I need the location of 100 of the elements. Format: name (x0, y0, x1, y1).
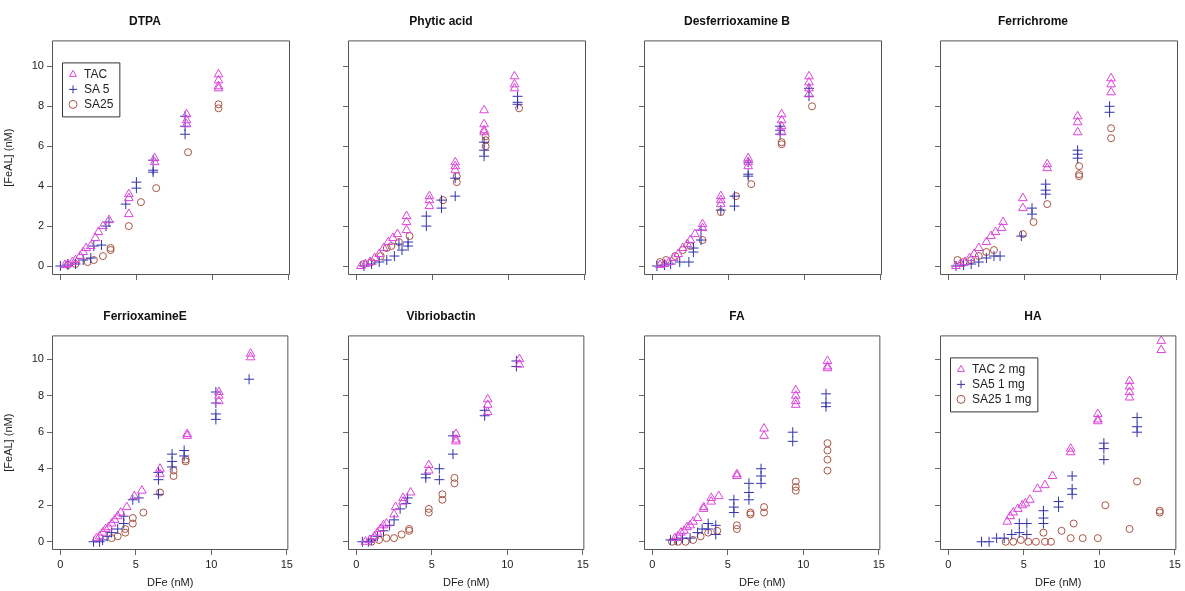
point (681, 537, 690, 546)
point (243, 373, 255, 385)
point (953, 256, 962, 265)
point (98, 220, 108, 230)
point (152, 184, 161, 193)
point (420, 220, 432, 232)
point (479, 118, 489, 128)
point (706, 496, 717, 505)
point (113, 532, 122, 541)
point (1131, 412, 1143, 424)
point (1043, 200, 1052, 209)
point (716, 208, 725, 217)
point (791, 477, 800, 486)
point (689, 535, 698, 544)
point (450, 164, 461, 174)
point (965, 258, 977, 270)
point (214, 395, 224, 405)
point (790, 395, 801, 405)
y-axis-title: [FeAL] (nM) (1, 128, 14, 187)
point (424, 508, 433, 517)
point (121, 501, 132, 511)
point (137, 485, 147, 494)
point (245, 351, 256, 361)
point (1002, 516, 1013, 525)
x-tick-label: 15 (576, 557, 589, 570)
point (1001, 537, 1010, 546)
point (665, 258, 677, 270)
point (787, 426, 799, 438)
point (743, 477, 755, 489)
point (515, 104, 524, 113)
point (388, 232, 398, 242)
point (1037, 518, 1049, 530)
point (381, 254, 393, 266)
point (679, 525, 689, 534)
point (85, 252, 97, 264)
point (152, 474, 164, 486)
point (405, 232, 414, 241)
point (823, 455, 832, 464)
point (433, 463, 445, 475)
point (112, 523, 124, 535)
point (98, 252, 107, 261)
point (451, 428, 461, 438)
point (93, 226, 104, 236)
point (1066, 470, 1078, 482)
point (130, 182, 142, 194)
point (823, 439, 832, 448)
point (823, 466, 832, 475)
point (1078, 534, 1087, 543)
point (1125, 525, 1134, 533)
point (405, 486, 416, 496)
point (424, 194, 435, 204)
chart-title: DTPA (129, 13, 162, 28)
point (677, 242, 688, 252)
point (181, 108, 192, 118)
point (369, 252, 380, 262)
point (136, 198, 145, 207)
point (1066, 488, 1078, 500)
point (1016, 535, 1025, 544)
point (373, 256, 385, 268)
point (755, 477, 767, 489)
point (820, 388, 832, 400)
point (388, 514, 400, 526)
x-tick-label: 0 (945, 557, 952, 570)
point (213, 74, 224, 84)
point (989, 246, 998, 255)
point (651, 260, 663, 272)
point (1008, 507, 1019, 516)
point (450, 479, 459, 488)
x-tick-label: 10 (1093, 557, 1106, 570)
y-tick-label: 4 (37, 461, 44, 474)
point (213, 68, 224, 78)
point (378, 242, 389, 252)
point (390, 534, 399, 543)
point (375, 523, 386, 532)
legend-label: SA25 1 mg (972, 391, 1032, 406)
x-tick-label: 5 (428, 557, 435, 570)
point (118, 518, 130, 530)
point (743, 494, 755, 506)
point (1106, 86, 1116, 96)
point (1131, 426, 1143, 438)
x-tick-label: 10 (797, 557, 810, 570)
point (210, 397, 222, 409)
point (787, 435, 799, 447)
point (676, 527, 686, 536)
point (382, 244, 391, 253)
y-tick-label: 8 (37, 388, 44, 401)
x-tick-label: 0 (353, 557, 360, 570)
point (983, 536, 995, 548)
point (1024, 537, 1033, 546)
point (1042, 158, 1053, 168)
y-tick-label: 6 (37, 139, 44, 152)
point (120, 198, 132, 210)
point (688, 516, 698, 525)
point (509, 70, 520, 80)
point (376, 252, 385, 261)
point (1018, 192, 1028, 202)
point (95, 239, 107, 251)
point (210, 413, 222, 425)
point (715, 190, 726, 200)
chart-title: Ferrichrome (997, 13, 1069, 28)
